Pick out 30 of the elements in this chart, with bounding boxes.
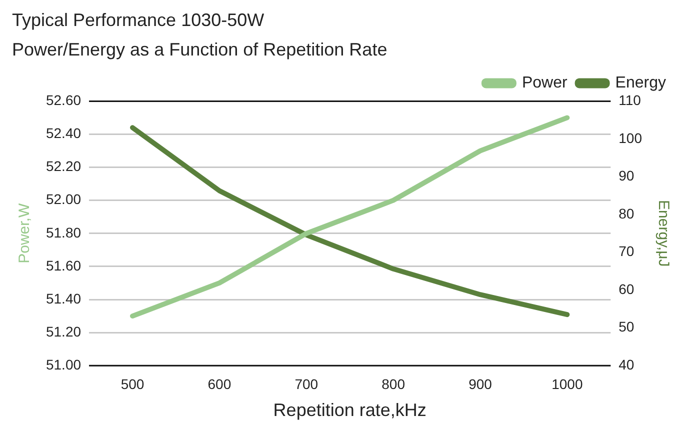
- y-tick-label: 52.20: [46, 158, 82, 174]
- y-tick-label: 51.20: [46, 323, 82, 340]
- y-tick-label: 51.40: [46, 290, 82, 306]
- x-tick-label: 800: [382, 376, 406, 392]
- chart-subtitle: Power/Energy as a Function of Repetition Rate: [12, 39, 388, 60]
- y-tick-label: 51.00: [46, 356, 82, 372]
- x-axis-title: Repetition rate,kHz: [273, 400, 426, 420]
- legend-label: Power: [522, 74, 568, 92]
- y2-tick-label: 80: [618, 205, 634, 222]
- chart-title: Typical Performance 1030-50W: [12, 10, 264, 30]
- y2-tick-label: 50: [618, 318, 634, 335]
- y-tick-label: 52.40: [46, 125, 82, 142]
- y-tick-label: 51.60: [46, 257, 82, 274]
- x-tick-label: 900: [468, 376, 492, 392]
- x-tick-label: 600: [208, 376, 232, 392]
- y-tick-label: 51.80: [46, 224, 82, 240]
- legend-label: Energy: [615, 74, 666, 92]
- x-tick-label: 1000: [552, 376, 583, 392]
- y2-axis-title: Energy,μJ: [654, 200, 672, 267]
- y2-tick-label: 90: [618, 168, 634, 184]
- y2-tick-label: 40: [618, 356, 634, 372]
- y-tick-label: 52.00: [46, 191, 82, 208]
- y2-tick-label: 70: [618, 243, 634, 260]
- y-axis-title: Power,W: [16, 202, 34, 264]
- y2-tick-label: 60: [618, 280, 634, 297]
- y-tick-label: 52.60: [46, 92, 82, 108]
- y2-tick-label: 110: [618, 92, 642, 108]
- x-tick-label: 700: [294, 376, 318, 392]
- x-tick-label: 500: [120, 376, 144, 392]
- y2-tick-label: 100: [618, 130, 642, 146]
